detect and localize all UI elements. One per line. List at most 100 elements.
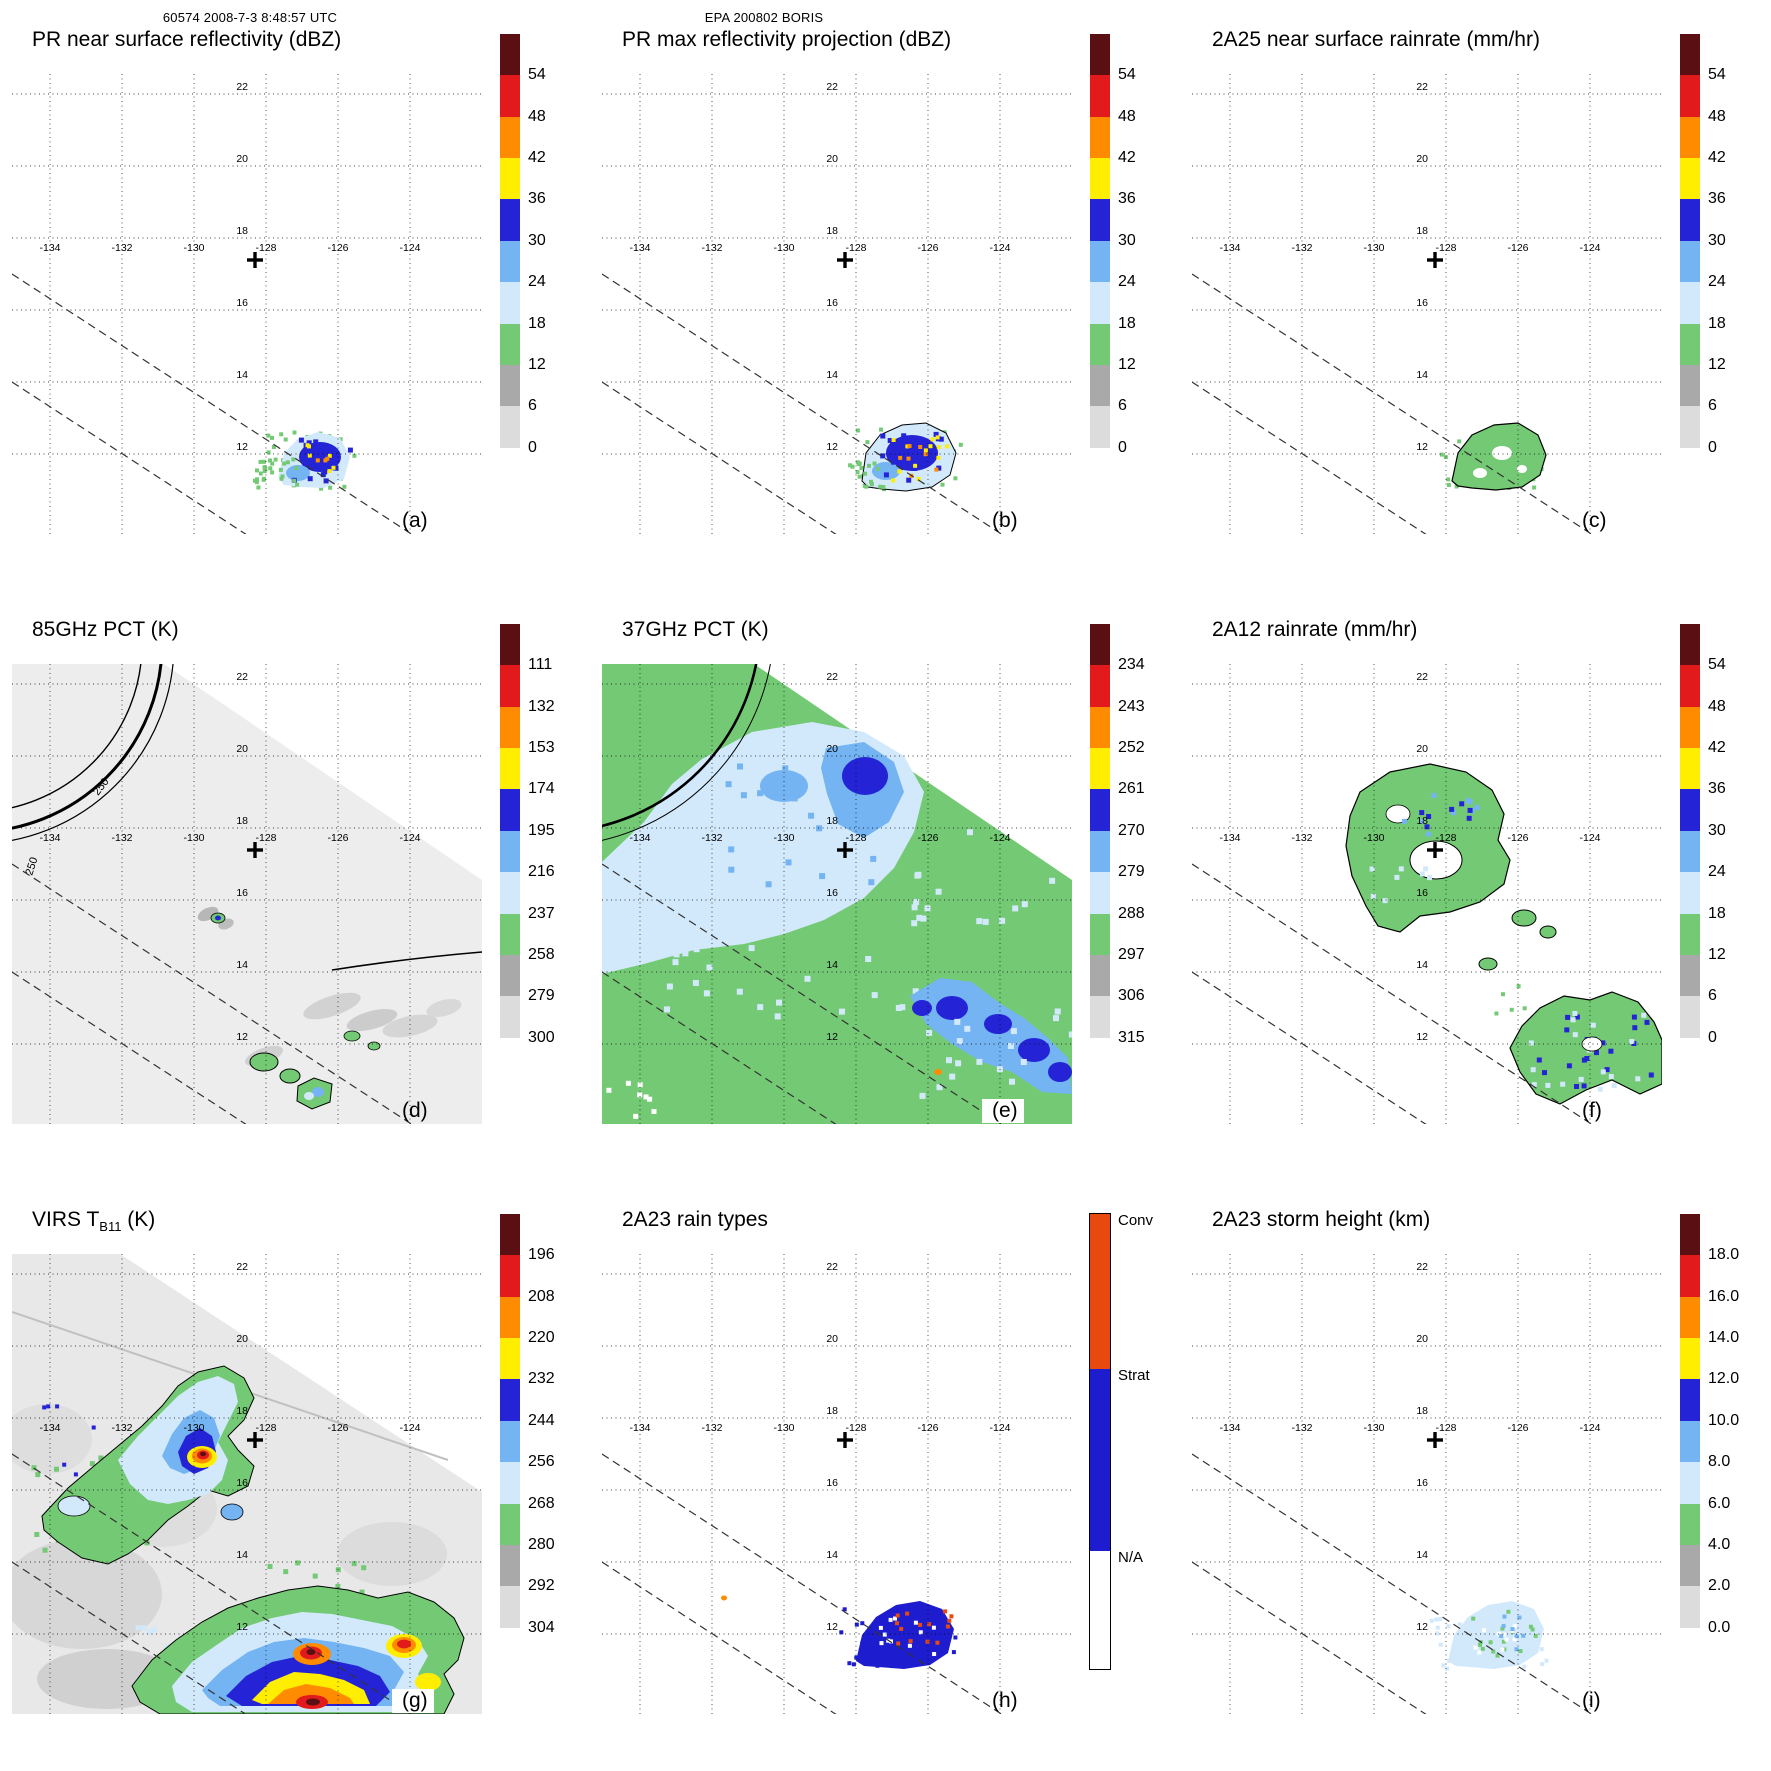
colorbar-segment <box>1680 406 1700 448</box>
map-f: -134 -132 -130 -128 -126 -124 22 20 18 16 14 12 (f) <box>1192 664 1662 1124</box>
colorbar-segment <box>1090 996 1110 1038</box>
colorbar-tick-label: 234 <box>1118 656 1145 674</box>
lat-tick-label: 14 <box>826 1549 838 1561</box>
colorbar-tick-label: 42 <box>1708 739 1726 757</box>
colorbar-tick-label: 24 <box>1118 273 1136 291</box>
colorbar-tick-label: 220 <box>528 1329 555 1347</box>
map-data <box>1429 1601 1549 1671</box>
colorbar-segment <box>1680 1627 1700 1669</box>
lon-tick-label: -134 <box>1219 242 1240 254</box>
colorbar-tick-label: 304 <box>528 1618 555 1636</box>
lon-tick-label: -130 <box>183 832 204 844</box>
lon-tick-label: -128 <box>255 242 276 254</box>
colorbar-segment <box>1090 1368 1110 1551</box>
panel-title: 37GHz PCT (K) <box>622 618 769 641</box>
lat-tick-label: 16 <box>826 1477 838 1489</box>
lon-tick-label: -130 <box>773 832 794 844</box>
colorbar-tick-label: 292 <box>528 1577 555 1595</box>
colorbar-segment <box>1680 665 1700 707</box>
colorbar-segment <box>1680 1296 1700 1339</box>
lat-tick-label: 16 <box>1416 887 1428 899</box>
colorbar-segment <box>1090 748 1110 790</box>
colorbar-tick-label: 252 <box>1118 739 1145 757</box>
colorbar-tick-label: 315 <box>1118 1028 1145 1046</box>
lon-tick-label: -126 <box>327 832 348 844</box>
colorbar-tick-label: 30 <box>1708 231 1726 249</box>
colorbar-tick-label: 12 <box>1118 355 1136 373</box>
colorbar-tick-label: 111 <box>528 656 553 674</box>
colorbar-tick-label: 36 <box>528 190 546 208</box>
colorbar-tick-label: 0 <box>1708 438 1717 456</box>
colorbar-tick-label: 195 <box>528 821 555 839</box>
swath-edge-line <box>1192 273 1593 534</box>
colorbar-tick-label: 0 <box>1118 438 1127 456</box>
map-data <box>848 422 963 492</box>
map-e: -134 -132 -130 -128 -126 -124 22 20 18 16 14 12 (e) <box>602 664 1072 1124</box>
map-g: -134 -132 -130 -128 -126 -124 22 20 18 16 14 12 (g) <box>12 1254 482 1714</box>
colorbar-segment <box>1680 706 1700 749</box>
colorbar-tick-label: 12 <box>528 355 546 373</box>
swath-edge-line <box>12 1561 247 1714</box>
lon-tick-label: -132 <box>111 242 132 254</box>
colorbar-segment <box>1680 75 1700 117</box>
colorbar-segment <box>500 1420 520 1463</box>
colorbar-segment <box>500 1338 520 1380</box>
lon-tick-label: -124 <box>399 242 420 254</box>
lat-tick-label: 18 <box>1416 225 1428 237</box>
lat-tick-label: 18 <box>1416 1405 1428 1417</box>
colorbar-tick-label: 232 <box>528 1370 555 1388</box>
lat-tick-label: 12 <box>236 441 248 453</box>
lat-tick-label: 14 <box>1416 369 1428 381</box>
lat-tick-label: 16 <box>1416 297 1428 309</box>
colorbar-tick-label: 244 <box>528 1411 555 1429</box>
lon-tick-label: -124 <box>1579 1422 1600 1434</box>
panel-letter: (c) <box>1582 509 1607 532</box>
colorbar-tick-label: 12.0 <box>1708 1370 1740 1388</box>
storm-name-label: EPA 200802 BORIS <box>704 10 824 25</box>
lat-tick-label: 16 <box>1416 1477 1428 1489</box>
colorbar-tick-label: 297 <box>1118 945 1145 963</box>
colorbar-tick-label: 36 <box>1708 780 1726 798</box>
panel-letter: (d) <box>402 1099 428 1122</box>
colorbar-segment <box>1090 789 1110 831</box>
lat-tick-label: 18 <box>236 225 248 237</box>
colorbar-segment <box>1680 748 1700 790</box>
colorbar-segment <box>1090 282 1110 324</box>
lon-tick-label: -134 <box>39 242 60 254</box>
colorbar-segment <box>1090 116 1110 159</box>
colorbar-segment <box>1680 1544 1700 1587</box>
lon-tick-label: -126 <box>327 1422 348 1434</box>
map-grid: -134 -132 -130 -128 -126 -124 22 20 18 16 14 12 <box>1192 664 1662 1124</box>
lat-tick-label: 20 <box>826 1333 838 1345</box>
lat-tick-label: 22 <box>236 81 248 93</box>
lat-tick-label: 22 <box>1416 671 1428 683</box>
lon-tick-label: -126 <box>917 1422 938 1434</box>
panel-title: 2A23 storm height (km) <box>1212 1208 1431 1231</box>
colorbar-segment <box>500 913 520 955</box>
colorbar-tick-label: 16.0 <box>1708 1287 1740 1305</box>
colorbar-segment <box>500 447 520 489</box>
panel-title: 85GHz PCT (K) <box>32 618 179 641</box>
colorbar-tick-label: 0.0 <box>1708 1618 1731 1636</box>
lon-tick-label: -134 <box>39 832 60 844</box>
colorbar-tick-label: 48 <box>1118 107 1136 125</box>
swath-edge-line <box>602 971 837 1124</box>
lon-tick-label: -126 <box>327 242 348 254</box>
lon-tick-label: -134 <box>629 832 650 844</box>
lon-tick-label: -132 <box>111 1422 132 1434</box>
colorbar-tick-label: 12 <box>1708 355 1726 373</box>
lat-tick-label: 22 <box>236 1261 248 1273</box>
colorbar-tick-label: 208 <box>528 1287 555 1305</box>
map-underlay <box>602 664 1072 1124</box>
colorbar-tick-label: 243 <box>1118 697 1145 715</box>
colorbar-tick-label: 42 <box>528 149 546 167</box>
colorbar-segment <box>500 954 520 997</box>
colorbar-tick-label: 36 <box>1708 190 1726 208</box>
colorbar-segment <box>1090 665 1110 707</box>
colorbar-tick-label: 288 <box>1118 904 1145 922</box>
colorbar-segment <box>500 199 520 241</box>
panel-c: 2A25 near surface rainrate (mm/hr) -134 -1… <box>1184 22 1770 610</box>
lon-tick-label: -128 <box>845 832 866 844</box>
lat-tick-label: 14 <box>236 959 248 971</box>
